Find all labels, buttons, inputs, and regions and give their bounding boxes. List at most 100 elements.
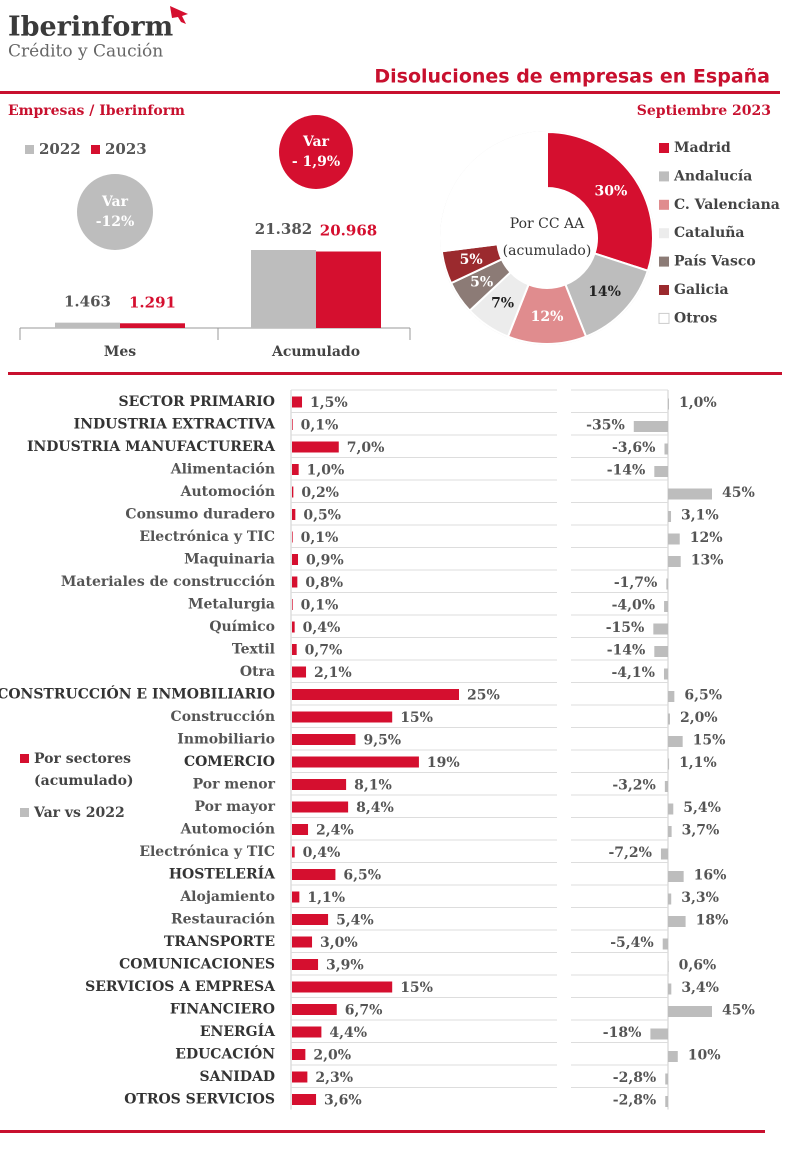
bar [292,734,356,745]
legend-label: Var vs 2022 [34,805,125,821]
category-label: Electrónica y TIC [139,529,275,545]
bar [292,711,393,723]
value-label: 1,1% [307,890,345,906]
value-label: -2,8% [613,1093,656,1109]
value-label: 3,0% [320,935,358,951]
legend-label: Andalucía [673,168,752,184]
value-label: 0,9% [306,553,344,569]
bar [668,916,686,927]
bar [292,644,297,655]
category-label: Consumo duradero [125,507,275,523]
legend-label: Galicia [674,282,729,298]
bar [668,983,672,995]
value-label: 1.291 [129,293,176,311]
bar [654,466,668,477]
value-label: 20.968 [320,222,377,240]
bar [650,1028,668,1040]
value-label: 8,4% [356,800,394,816]
bar [292,869,336,880]
value-label: 0,4% [303,845,341,861]
bar [292,621,295,633]
value-label: 3,7% [682,823,720,839]
value-label: 3,9% [326,958,364,974]
slice-label: 12% [531,309,564,325]
bar [668,533,680,545]
category-label: Restauración [171,912,275,928]
value-label: 2,3% [315,1070,353,1086]
value-label: -15% [606,620,645,636]
x-tick-label: Mes [104,344,136,360]
legend-swatch [658,312,670,324]
annotation-title: Var [101,194,129,210]
value-label: -14% [607,463,646,479]
value-label: 45% [722,1003,755,1019]
value-label: 0,1% [301,598,339,614]
bar [292,1026,322,1038]
value-label: 3,6% [324,1093,362,1109]
category-label: OTROS SERVICIOS [124,1092,275,1108]
bar [292,666,307,678]
bar [668,511,672,522]
annotation-title: Var [302,134,330,150]
page-title: Disoluciones de empresas en España [374,66,770,88]
value-label: 0,1% [301,418,339,434]
annotation-text: -12% [96,214,135,230]
source: Empresas / Iberinform [8,103,185,119]
category-label: ENERGÍA [200,1022,276,1040]
bar [292,1049,306,1060]
category-label: EDUCACIÓN [175,1045,275,1063]
legend-label: 2023 [105,140,147,158]
annotation-text: - 1,9% [292,154,340,170]
value-label: 15% [400,710,433,726]
bar [292,936,313,948]
pie-slice [440,130,548,253]
bar [292,914,329,925]
value-label: 1,1% [679,755,717,771]
category-label: SANIDAD [200,1069,275,1085]
value-label: 15% [400,980,433,996]
bar [292,1094,317,1105]
legend-swatch [659,143,669,153]
legend-swatch [659,171,669,182]
bar [292,554,299,565]
bar [292,801,349,813]
value-label: 5,4% [336,913,374,929]
center-label: Por CC AA (acumulado) [502,216,592,259]
bar [664,601,668,612]
value-label: 0,2% [301,485,339,501]
brand: Iberinform [8,12,173,43]
pie-center [498,189,596,287]
value-label: 18% [696,913,729,929]
value-label: 4,4% [329,1025,367,1041]
category-label: Materiales de construcción [61,574,275,590]
bar [292,509,296,520]
value-label: 15% [693,733,726,749]
category-label: Alojamiento [179,889,275,905]
bar [316,251,381,328]
slice-label: 5% [470,274,493,290]
bar [653,623,668,635]
value-label: -3,6% [612,440,655,456]
bar [292,419,293,430]
rule [8,372,782,375]
bar [292,576,298,588]
category-label: Alimentación [170,462,275,478]
value-label: 2,1% [314,665,352,681]
bar [292,531,293,543]
bar [668,691,675,702]
value-label: 6,7% [345,1003,383,1019]
value-label: -5,4% [610,935,653,951]
bar [668,871,684,882]
bar [292,824,309,835]
category-label: Químico [209,619,275,635]
category-label: COMERCIO [184,754,275,770]
bar [292,441,339,453]
bar [292,599,293,610]
bar [662,938,668,950]
x-tick-label: Acumulado [271,344,360,360]
legend-label: Madrid [674,140,731,156]
category-label: SECTOR PRIMARIO [119,394,276,410]
category-label: INDUSTRIA EXTRACTIVA [74,417,276,433]
bar [665,1073,668,1085]
